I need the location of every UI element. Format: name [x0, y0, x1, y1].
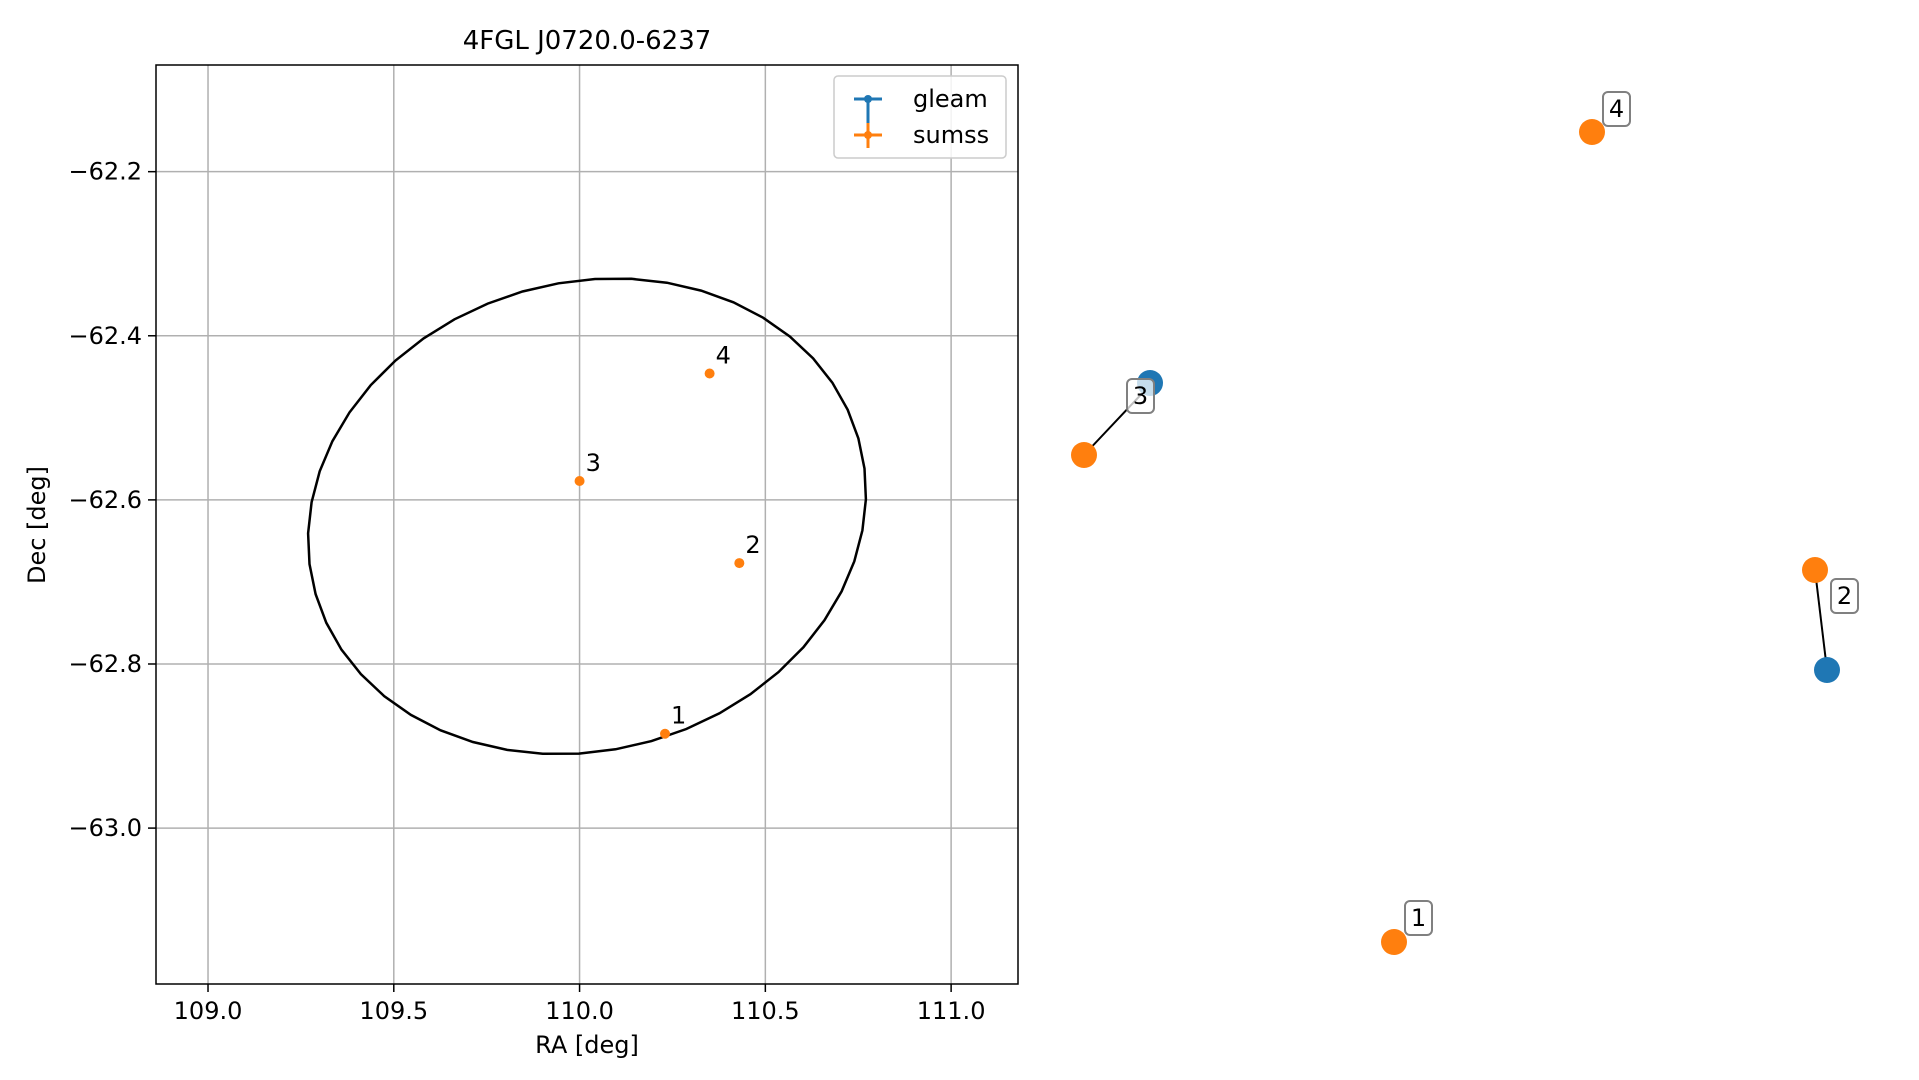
zoom-gleam-point-2 — [1814, 657, 1840, 683]
zoom-label-box-1 — [1404, 900, 1433, 936]
y-tick-label: −62.4 — [68, 322, 142, 350]
x-tick-label: 110.5 — [731, 997, 800, 1025]
legend-marker-sumss — [864, 131, 872, 139]
legend-marker-gleam — [864, 95, 872, 103]
zoom-label-1: 1 — [1411, 904, 1426, 932]
grid-lines — [156, 65, 1018, 984]
sumss-point-label-1: 1 — [671, 702, 686, 730]
zoom-label-box-3 — [1126, 378, 1155, 414]
legend: gleam sumss — [833, 75, 1007, 159]
zoom-label-box-4 — [1602, 91, 1631, 127]
zoom-label-2: 2 — [1837, 582, 1852, 610]
zoom-pair-4: 4 — [1579, 91, 1631, 145]
y-axis-ticks: −62.2 −62.4 −62.6 −62.8 −63.0 — [68, 158, 156, 842]
legend-entry-sumss: sumss — [854, 121, 989, 149]
zoom-label-4: 4 — [1609, 95, 1624, 123]
legend-label-gleam: gleam — [913, 85, 988, 113]
sumss-point-label-3: 3 — [586, 449, 601, 477]
y-tick-label: −63.0 — [68, 814, 142, 842]
zoom-pair-2: 2 — [1802, 557, 1859, 683]
zoom-pair-3: 3 — [1071, 370, 1163, 468]
x-tick-label: 110.0 — [545, 997, 614, 1025]
x-tick-label: 109.5 — [359, 997, 428, 1025]
zoom-sumss-point-3 — [1071, 442, 1097, 468]
zoom-panel: 3 2 4 1 — [1071, 91, 1859, 955]
zoom-sumss-point-1 — [1381, 929, 1407, 955]
zoom-sumss-point-4 — [1579, 119, 1605, 145]
zoom-sumss-point-2 — [1802, 557, 1828, 583]
chart-title: 4FGL J0720.0-6237 — [463, 26, 712, 56]
sumss-point-4 — [704, 368, 715, 379]
error-ellipse — [306, 277, 868, 756]
legend-label-sumss: sumss — [913, 121, 989, 149]
zoom-label-3: 3 — [1133, 382, 1148, 410]
y-tick-label: −62.6 — [68, 486, 142, 514]
sumss-point-2 — [734, 558, 745, 569]
x-tick-label: 111.0 — [917, 997, 986, 1025]
plot-frame — [155, 64, 1019, 985]
sumss-point-label-4: 4 — [716, 342, 731, 370]
zoom-pair-1: 1 — [1381, 900, 1433, 955]
zoom-label-box-2 — [1830, 578, 1859, 614]
x-axis-label: RA [deg] — [535, 1031, 639, 1059]
sumss-point-1 — [660, 728, 671, 739]
y-axis-label: Dec [deg] — [23, 466, 51, 584]
x-axis-ticks: 109.0 109.5 110.0 110.5 111.0 — [174, 984, 986, 1025]
y-tick-label: −62.2 — [68, 158, 142, 186]
legend-entry-gleam: gleam — [854, 85, 988, 123]
sumss-points: 1 2 3 4 — [574, 342, 761, 739]
pair-2-connector — [1814, 569, 1828, 671]
x-tick-label: 109.0 — [174, 997, 243, 1025]
legend-box — [833, 75, 1007, 159]
sumss-point-3 — [574, 476, 585, 487]
y-tick-label: −62.8 — [68, 650, 142, 678]
sumss-point-label-2: 2 — [745, 531, 760, 559]
